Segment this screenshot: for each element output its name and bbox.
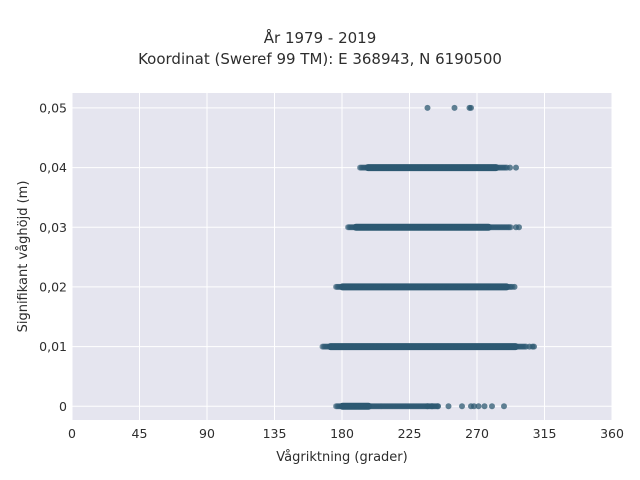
data-point	[429, 403, 435, 410]
data-point	[468, 104, 474, 111]
chart-title-block: År 1979 - 2019 Koordinat (Sweref 99 TM):…	[0, 28, 640, 70]
y-tick-labels: 0 0,01 0,02 0,03 0,04 0,05	[39, 100, 67, 413]
data-point	[424, 104, 431, 111]
y-axis-label: Signifikant våghöjd (m)	[16, 181, 31, 333]
x-tick-label: 270	[465, 426, 489, 441]
y-tick-label: 0,04	[39, 160, 67, 175]
data-point	[531, 343, 537, 350]
x-tick-label: 315	[533, 426, 557, 441]
x-tick-labels: 0 45 90 135 180 225 270 315 360	[68, 426, 624, 441]
data-point	[475, 403, 482, 410]
data-point	[424, 403, 431, 410]
y-tick-label: 0,03	[39, 220, 67, 235]
data-point	[513, 164, 519, 171]
data-points	[319, 104, 537, 410]
y-tick-label: 0,02	[39, 279, 67, 294]
data-point	[445, 403, 452, 410]
x-axis-label: Vågriktning (grader)	[276, 450, 407, 465]
y-tick-label: 0,05	[39, 100, 67, 115]
data-point	[471, 403, 477, 410]
data-point	[501, 403, 507, 410]
data-point	[459, 403, 465, 410]
data-point	[435, 403, 441, 410]
data-point	[511, 283, 518, 290]
x-tick-label: 0	[68, 426, 76, 441]
data-point	[481, 403, 488, 410]
x-tick-label: 135	[263, 426, 287, 441]
chart-title: År 1979 - 2019	[263, 29, 377, 47]
grid-layer	[71, 93, 613, 420]
x-tick-label: 360	[600, 426, 624, 441]
data-point	[507, 164, 513, 171]
data-point	[489, 403, 495, 410]
data-point	[507, 224, 514, 231]
data-point	[451, 104, 458, 111]
chart-subtitle: Koordinat (Sweref 99 TM): E 368943, N 61…	[138, 50, 502, 68]
x-tick-label: 90	[199, 426, 215, 441]
y-tick-label: 0	[59, 399, 67, 414]
x-tick-label: 225	[398, 426, 422, 441]
data-point	[516, 224, 522, 231]
x-tick-label: 45	[132, 426, 148, 441]
x-tick-label: 180	[330, 426, 354, 441]
y-tick-label: 0,01	[39, 339, 67, 354]
